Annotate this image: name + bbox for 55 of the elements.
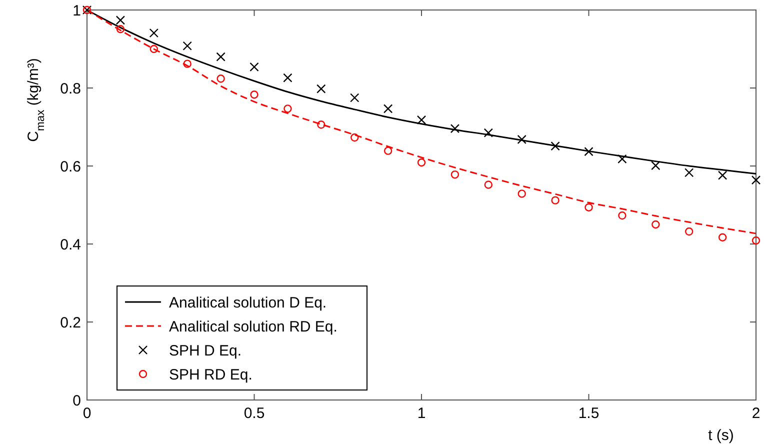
y-tick-label: 1 <box>72 2 81 20</box>
point <box>350 93 360 102</box>
point <box>718 170 728 180</box>
point <box>685 227 694 236</box>
point <box>284 104 292 113</box>
point <box>182 41 192 50</box>
point <box>484 128 493 138</box>
y-tick-label: 0.4 <box>60 236 81 254</box>
point <box>450 124 460 134</box>
point <box>584 203 593 212</box>
y-tick-label: 0.8 <box>60 80 81 98</box>
point <box>384 146 392 155</box>
point <box>550 142 560 151</box>
x-tick-label: 2 <box>752 405 760 422</box>
point <box>752 236 760 245</box>
point <box>484 180 492 189</box>
point <box>150 44 158 54</box>
point <box>383 104 393 114</box>
x-axis-title: t (s) <box>708 427 734 444</box>
point <box>551 196 560 204</box>
point <box>584 146 594 156</box>
point <box>618 154 627 164</box>
point <box>450 170 460 179</box>
x-tick-label: 1 <box>417 405 426 422</box>
legend-label: Analitical solution D Eq. <box>169 294 327 312</box>
point <box>116 25 125 34</box>
legend-label: SPH D Eq. <box>169 342 242 360</box>
point <box>517 134 526 144</box>
point <box>652 220 660 229</box>
x-tick-label: 1.5 <box>578 405 600 422</box>
point <box>350 133 359 142</box>
point <box>651 161 660 170</box>
y-tick-label: 0.6 <box>60 158 81 176</box>
point <box>417 158 426 167</box>
point <box>618 211 626 220</box>
y-tick-label: 0.2 <box>60 314 81 332</box>
point <box>216 52 226 62</box>
point <box>250 90 258 99</box>
point <box>751 175 761 185</box>
legend-label: Analitical solution RD Eq. <box>169 318 338 336</box>
point <box>416 115 426 125</box>
point <box>183 60 192 68</box>
point <box>216 74 225 83</box>
point <box>316 84 326 94</box>
point <box>149 28 158 38</box>
point <box>684 168 694 178</box>
legend-label: SPH RD Eq. <box>169 366 252 384</box>
y-tick-label: 0 <box>72 392 81 410</box>
point <box>283 73 292 82</box>
point <box>317 120 326 129</box>
x-tick-label: 0.5 <box>244 405 265 422</box>
point <box>518 190 526 198</box>
point <box>250 62 259 72</box>
point <box>718 233 727 242</box>
point <box>116 16 126 25</box>
